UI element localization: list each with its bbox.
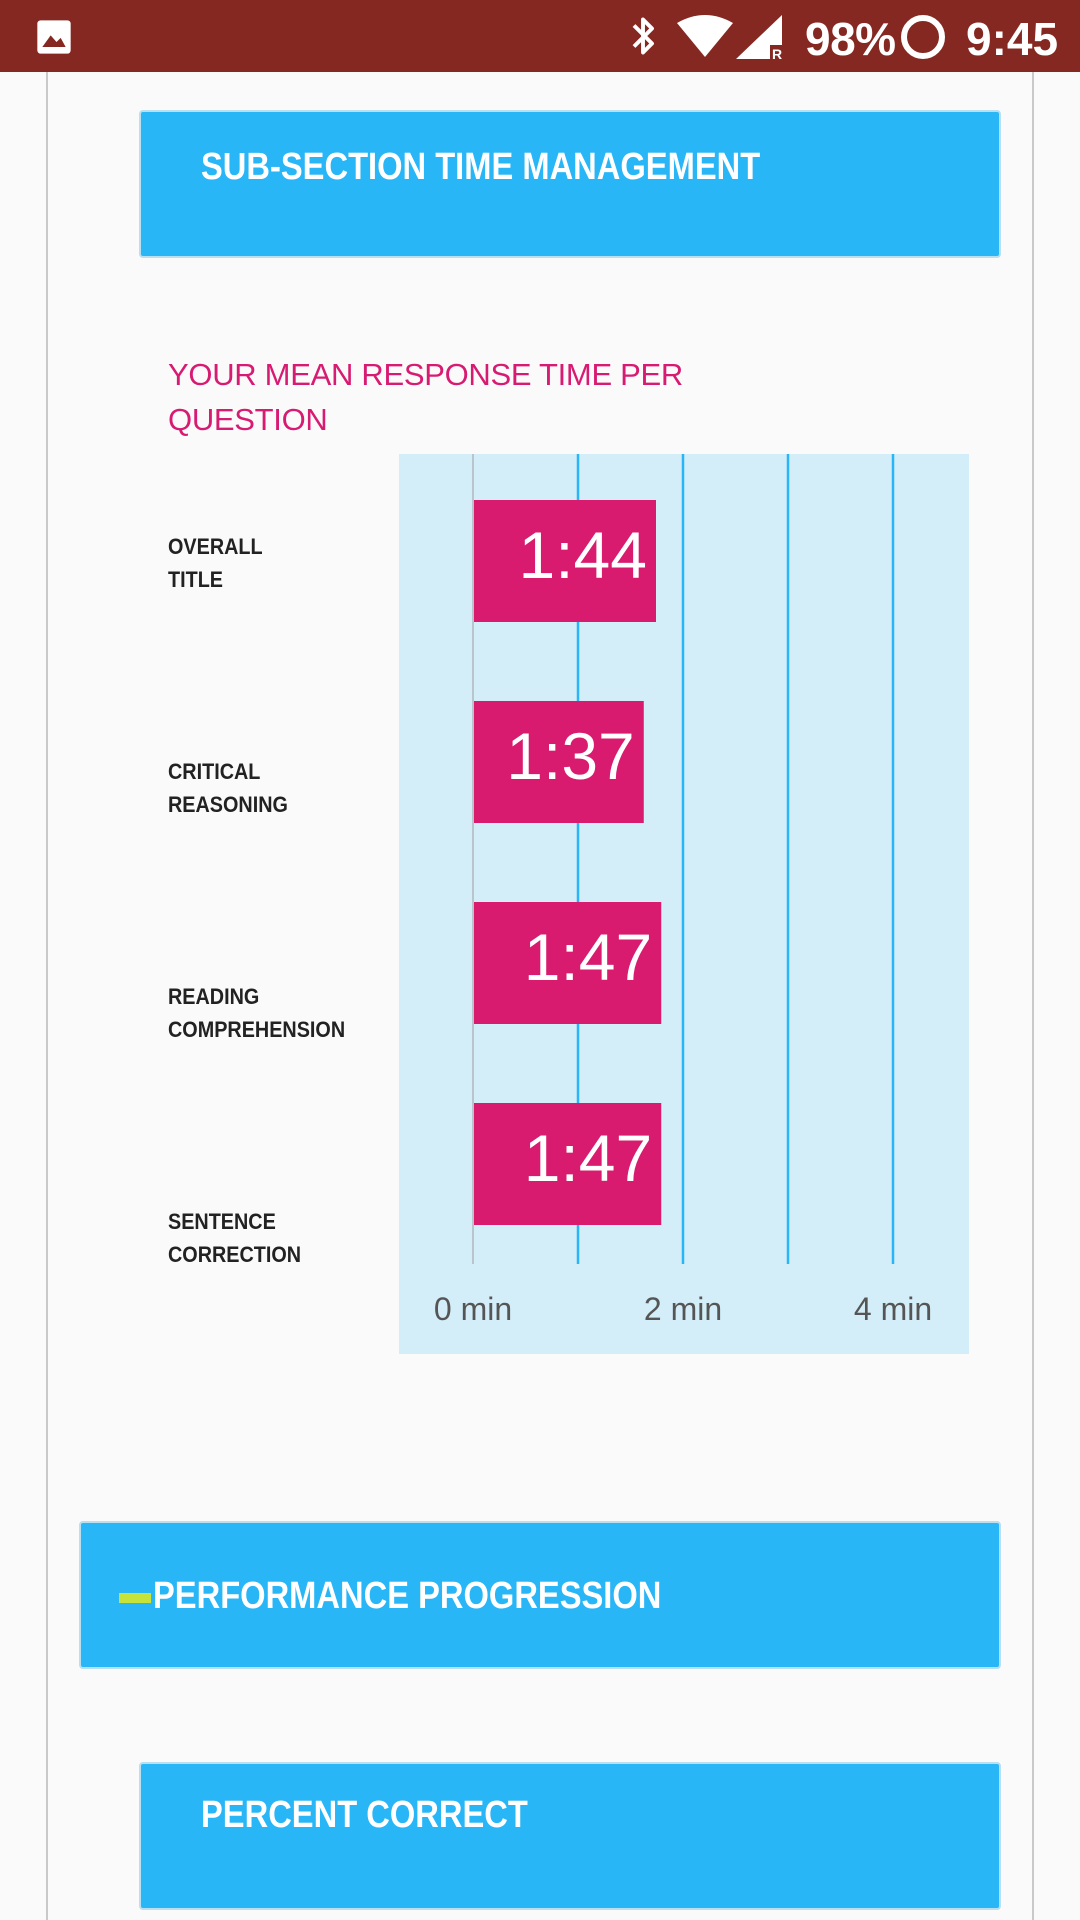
section-header-percent-correct[interactable]: PERCENT CORRECT: [139, 1762, 1001, 1910]
bar-value-label: 1:37: [506, 719, 634, 793]
signal-icon: R: [736, 15, 782, 59]
bar-value-label: 1:47: [524, 1121, 652, 1195]
category-label-overall-title: OVERALL TITLE: [168, 534, 263, 592]
section-title: PERCENT CORRECT: [201, 1794, 528, 1836]
bluetooth-icon: [632, 17, 654, 55]
x-tick-label: 0 min: [434, 1291, 512, 1327]
content-frame: [46, 72, 1034, 1920]
gallery-icon: [37, 20, 71, 54]
wifi-icon: [677, 15, 733, 57]
section-header-time-management[interactable]: SUB-SECTION TIME MANAGEMENT: [139, 110, 1001, 258]
section-title: PERFORMANCE PROGRESSION: [153, 1575, 662, 1617]
bar: [474, 500, 656, 622]
bar: [474, 1103, 662, 1225]
x-tick-label: 2 min: [644, 1291, 722, 1327]
bar-value-label: 1:44: [519, 518, 647, 592]
collapse-dash-icon: [119, 1593, 151, 1603]
section-title: SUB-SECTION TIME MANAGEMENT: [201, 146, 761, 188]
bar-value-label: 1:47: [524, 920, 652, 994]
category-label-reading-comprehension: READING COMPREHENSION: [168, 984, 346, 1042]
response-time-chart: 1:44 1:37 1:47 1:47 0 min 2 min 4 min: [399, 454, 969, 1354]
svg-text:R: R: [772, 46, 782, 59]
status-bar: R 98% 9:45: [0, 0, 1080, 72]
battery-percentage: 98%: [805, 13, 896, 65]
category-label-critical-reasoning: CRITICAL REASONING: [168, 759, 288, 817]
bar: [474, 902, 662, 1024]
chart-title: YOUR MEAN RESPONSE TIME PER QUESTION: [168, 357, 683, 437]
clock: 9:45: [966, 13, 1059, 65]
x-tick-label: 4 min: [854, 1291, 932, 1327]
chart-svg: 1:44 1:37 1:47 1:47 0 min 2 min 4 min: [434, 454, 932, 1327]
section-header-performance-progression[interactable]: PERFORMANCE PROGRESSION: [79, 1521, 1001, 1669]
bar: [474, 701, 644, 823]
category-label-sentence-correction: SENTENCE CORRECTION: [168, 1209, 302, 1267]
battery-icon: [901, 15, 945, 59]
